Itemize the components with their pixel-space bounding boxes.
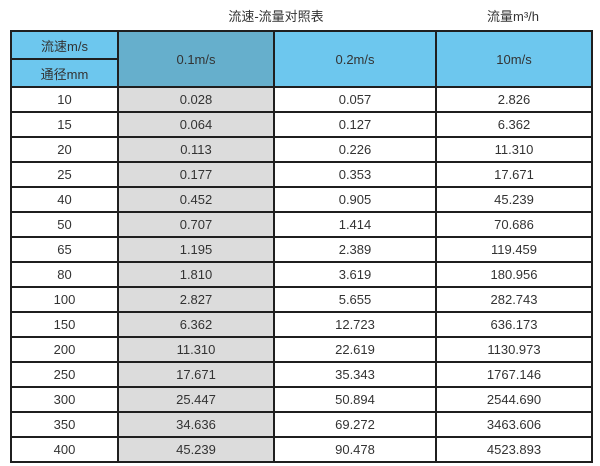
flow-value-cell: 2.826 bbox=[435, 86, 593, 113]
flow-value-cell: 0.113 bbox=[117, 136, 275, 163]
table-row: 200 11.310 22.619 1130.973 bbox=[10, 336, 593, 363]
flow-value-cell: 0.057 bbox=[273, 86, 437, 113]
corner-velocity-label: 流速m/s bbox=[10, 30, 119, 60]
header-row-top: 流速m/s 0.1m/s 0.2m/s 10m/s bbox=[10, 30, 593, 88]
flow-unit-label: 流量m³/h bbox=[486, 8, 539, 24]
flow-value-cell: 25.447 bbox=[117, 386, 275, 413]
diameter-cell: 300 bbox=[10, 386, 119, 413]
flow-value-cell: 1.810 bbox=[117, 261, 275, 288]
flow-value-cell: 12.723 bbox=[273, 311, 437, 338]
flow-value-cell: 11.310 bbox=[435, 136, 593, 163]
table-row: 250 17.671 35.343 1767.146 bbox=[10, 361, 593, 388]
flow-value-cell: 6.362 bbox=[435, 111, 593, 138]
flow-value-cell: 180.956 bbox=[435, 261, 593, 288]
diameter-cell: 350 bbox=[10, 411, 119, 438]
table-header: 流速m/s 0.1m/s 0.2m/s 10m/s 通径mm bbox=[10, 30, 593, 88]
flow-rate-table: 流速m/s 0.1m/s 0.2m/s 10m/s 通径mm 10 0.028 0.… bbox=[10, 30, 593, 463]
flow-value-cell: 0.707 bbox=[117, 211, 275, 238]
corner-diameter-label: 通径mm bbox=[10, 58, 119, 88]
diameter-cell: 10 bbox=[10, 86, 119, 113]
flow-value-cell: 2.389 bbox=[273, 236, 437, 263]
table-row: 350 34.636 69.272 3463.606 bbox=[10, 411, 593, 438]
title-bar: 流速-流量对照表 流量m³/h bbox=[10, 0, 591, 30]
flow-value-cell: 119.459 bbox=[435, 236, 593, 263]
flow-value-cell: 17.671 bbox=[117, 361, 275, 388]
flow-value-cell: 3.619 bbox=[273, 261, 437, 288]
flow-value-cell: 0.028 bbox=[117, 86, 275, 113]
flow-value-cell: 0.226 bbox=[273, 136, 437, 163]
diameter-cell: 250 bbox=[10, 361, 119, 388]
table-row: 65 1.195 2.389 119.459 bbox=[10, 236, 593, 263]
diameter-cell: 80 bbox=[10, 261, 119, 288]
header-row-bottom: 通径mm bbox=[10, 58, 592, 88]
flow-value-cell: 90.478 bbox=[273, 436, 437, 463]
flow-value-cell: 70.686 bbox=[435, 211, 593, 238]
page-title: 流速-流量对照表 bbox=[228, 8, 324, 24]
flow-value-cell: 34.636 bbox=[117, 411, 275, 438]
flow-value-cell: 17.671 bbox=[435, 161, 593, 188]
table-row: 40 0.452 0.905 45.239 bbox=[10, 186, 593, 213]
col-header-velocity-0-1: 0.1m/s bbox=[117, 30, 275, 88]
flow-value-cell: 1767.146 bbox=[435, 361, 593, 388]
diameter-cell: 25 bbox=[10, 161, 119, 188]
flow-value-cell: 0.353 bbox=[273, 161, 437, 188]
table-row: 25 0.177 0.353 17.671 bbox=[10, 161, 593, 188]
flow-value-cell: 69.272 bbox=[273, 411, 437, 438]
flow-value-cell: 35.343 bbox=[273, 361, 437, 388]
table-row: 20 0.113 0.226 11.310 bbox=[10, 136, 593, 163]
diameter-cell: 200 bbox=[10, 336, 119, 363]
col-header-velocity-10: 10m/s bbox=[435, 30, 593, 88]
diameter-cell: 20 bbox=[10, 136, 119, 163]
diameter-cell: 15 bbox=[10, 111, 119, 138]
flow-value-cell: 282.743 bbox=[435, 286, 593, 313]
diameter-cell: 65 bbox=[10, 236, 119, 263]
table-row: 300 25.447 50.894 2544.690 bbox=[10, 386, 593, 413]
flow-value-cell: 22.619 bbox=[273, 336, 437, 363]
flow-value-cell: 11.310 bbox=[117, 336, 275, 363]
flow-value-cell: 45.239 bbox=[435, 186, 593, 213]
table-body: 10 0.028 0.057 2.826 15 0.064 0.127 6.362 20 0.11… bbox=[10, 86, 593, 463]
flow-value-cell: 0.452 bbox=[117, 186, 275, 213]
flow-value-cell: 2544.690 bbox=[435, 386, 593, 413]
col-header-velocity-0-2: 0.2m/s bbox=[273, 30, 437, 88]
table-row: 50 0.707 1.414 70.686 bbox=[10, 211, 593, 238]
flow-value-cell: 4523.893 bbox=[435, 436, 593, 463]
table-row: 15 0.064 0.127 6.362 bbox=[10, 111, 593, 138]
table-row: 10 0.028 0.057 2.826 bbox=[10, 86, 593, 113]
table-row: 80 1.810 3.619 180.956 bbox=[10, 261, 593, 288]
table-row: 150 6.362 12.723 636.173 bbox=[10, 311, 593, 338]
table-row: 100 2.827 5.655 282.743 bbox=[10, 286, 593, 313]
flow-value-cell: 1.414 bbox=[273, 211, 437, 238]
diameter-cell: 150 bbox=[10, 311, 119, 338]
flow-value-cell: 6.362 bbox=[117, 311, 275, 338]
flow-value-cell: 1.195 bbox=[117, 236, 275, 263]
flow-value-cell: 0.905 bbox=[273, 186, 437, 213]
diameter-cell: 40 bbox=[10, 186, 119, 213]
flow-value-cell: 0.064 bbox=[117, 111, 275, 138]
flow-value-cell: 50.894 bbox=[273, 386, 437, 413]
diameter-cell: 50 bbox=[10, 211, 119, 238]
flow-value-cell: 45.239 bbox=[117, 436, 275, 463]
table-row: 400 45.239 90.478 4523.893 bbox=[10, 436, 593, 463]
flow-value-cell: 1130.973 bbox=[435, 336, 593, 363]
flow-value-cell: 5.655 bbox=[273, 286, 437, 313]
flow-value-cell: 3463.606 bbox=[435, 411, 593, 438]
diameter-cell: 400 bbox=[10, 436, 119, 463]
flow-value-cell: 0.177 bbox=[117, 161, 275, 188]
diameter-cell: 100 bbox=[10, 286, 119, 313]
flow-value-cell: 2.827 bbox=[117, 286, 275, 313]
flow-value-cell: 0.127 bbox=[273, 111, 437, 138]
flow-value-cell: 636.173 bbox=[435, 311, 593, 338]
